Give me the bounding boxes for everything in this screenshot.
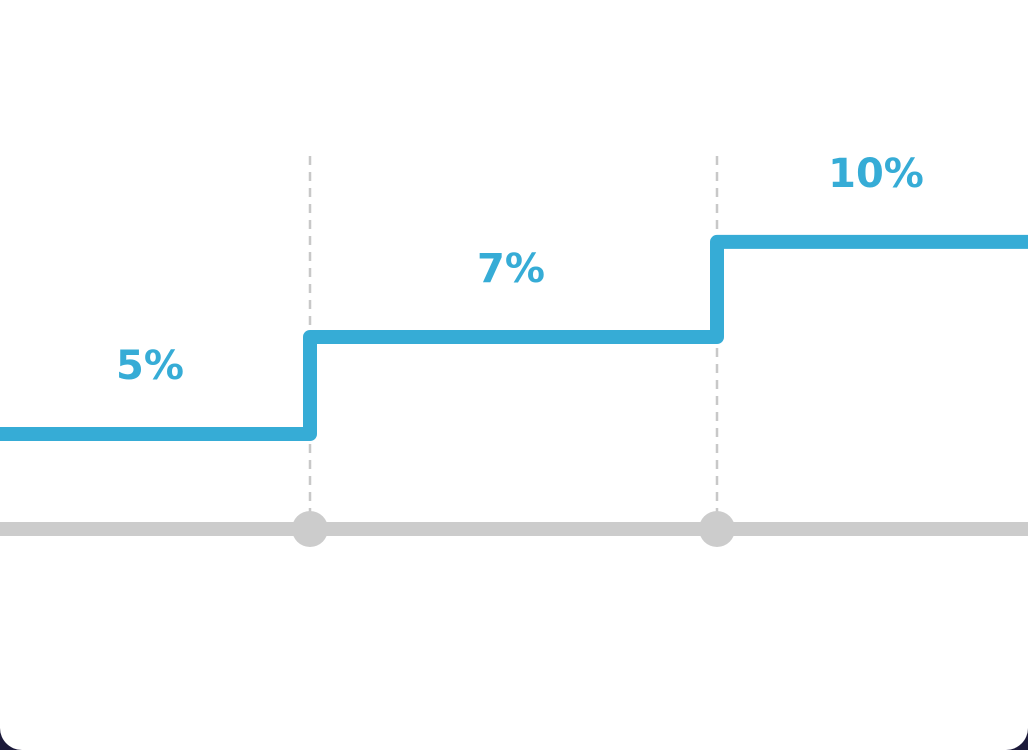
- breakpoint-marker-1: [292, 511, 328, 547]
- breakpoint-guides: [308, 156, 719, 529]
- tier-label-2: 7%: [477, 246, 545, 292]
- tier-labels: 5% 7% 10%: [116, 151, 924, 389]
- breakpoint-marker-2: [699, 511, 735, 547]
- step-line: [0, 234, 1028, 441]
- tier-label-3: 10%: [828, 151, 924, 197]
- tier-label-1: 5%: [116, 343, 184, 389]
- x-axis: [0, 511, 1028, 547]
- step-series: [0, 234, 1028, 441]
